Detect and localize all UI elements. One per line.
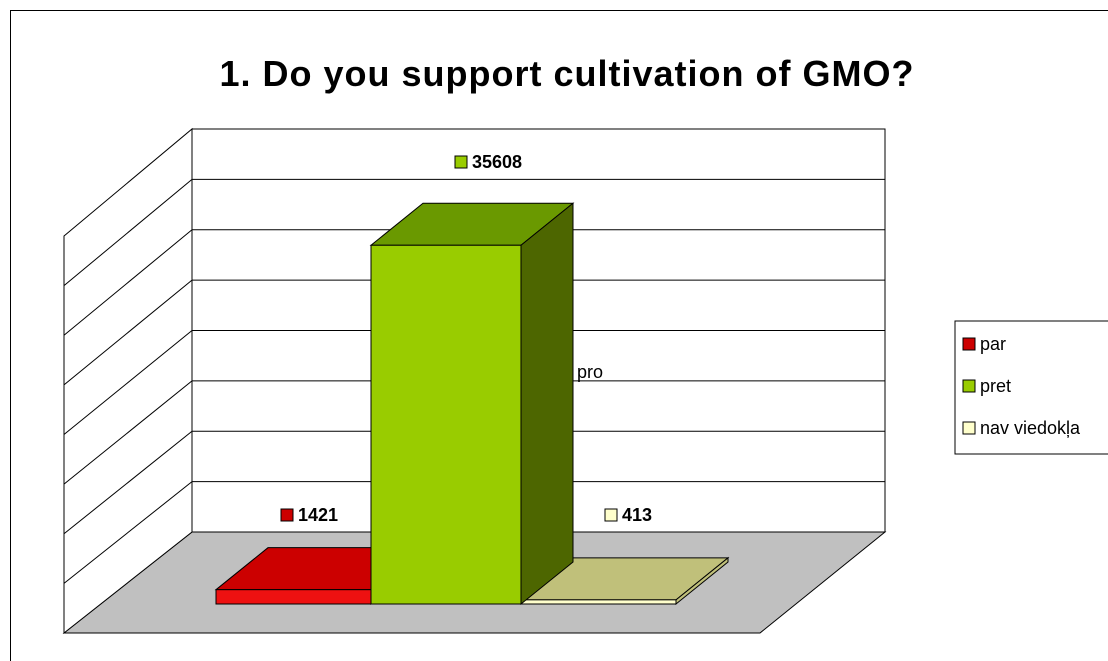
legend-label: pret [980, 376, 1011, 396]
gridline-side [63, 178, 193, 287]
data-label-text: 1421 [298, 505, 338, 525]
bar-pret-front [370, 244, 522, 605]
data-label: 1421 [280, 505, 338, 525]
legend-item: par [962, 334, 1006, 354]
bar-par-front [215, 589, 372, 605]
legend-label: nav viedokļa [980, 418, 1081, 438]
legend-item: nav viedokļa [962, 418, 1081, 438]
data-label-key [604, 508, 618, 522]
chart-title: 1. Do you support cultivation of GMO? [220, 53, 915, 94]
data-label-key [454, 155, 468, 169]
legend: par pret nav viedokļa [954, 320, 1108, 455]
legend-item: pret [962, 376, 1011, 396]
data-label: 35608 [454, 152, 522, 172]
gridline-side [63, 380, 193, 485]
legend-box [954, 320, 1108, 455]
data-label: 413 [604, 505, 652, 525]
legend-label: par [980, 334, 1006, 354]
gridline-side [63, 481, 193, 584]
bar-nav-viedokla-front [520, 599, 677, 605]
bar-nav-viedokla [519, 556, 730, 606]
gridline-side [63, 430, 193, 535]
data-labels: 1421 35608 413 [280, 152, 652, 525]
gridline-side [63, 229, 193, 336]
data-label-text: 35608 [472, 152, 522, 172]
bar-pret [369, 202, 575, 606]
data-label-text: 413 [622, 505, 652, 525]
data-label-key [280, 508, 294, 522]
bars [214, 202, 730, 606]
legend-swatch [962, 421, 976, 435]
bar-pret-side [520, 202, 574, 606]
gridline-side [63, 330, 193, 435]
chart-frame [10, 10, 1108, 661]
category-label: pro [577, 362, 603, 382]
gridline-side [63, 279, 193, 386]
legend-swatch [962, 379, 976, 393]
legend-swatch [962, 337, 976, 351]
